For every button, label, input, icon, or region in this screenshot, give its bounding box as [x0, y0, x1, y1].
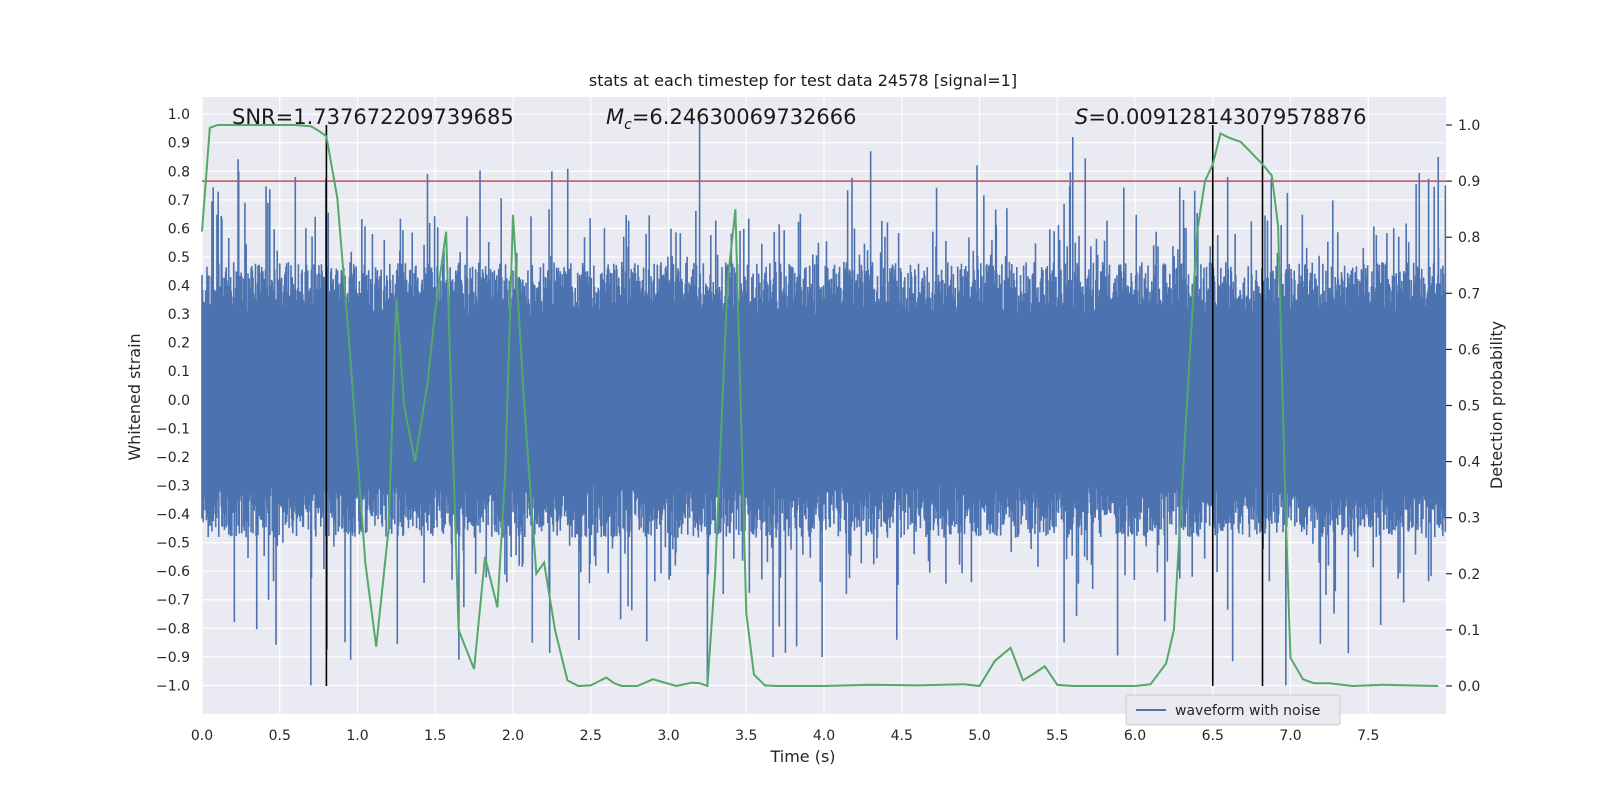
x-tick-label: 6.0 [1124, 728, 1146, 744]
x-tick-label: 3.5 [735, 728, 757, 744]
y-left-tick-label: −0.6 [156, 564, 190, 580]
s-annotation: S=0.009128143079578876 [1075, 105, 1366, 129]
y-left-tick-label: −0.1 [156, 421, 190, 437]
mc-symbol: M [606, 105, 624, 129]
legend: waveform with noise [1126, 695, 1340, 725]
y-right-axis-ticks: 1.0 0.9 0.8 0.7 0.6 0.5 0.4 0.3 0.2 0.1 0.0 [1446, 118, 1480, 695]
s-value: =0.009128143079578876 [1088, 105, 1366, 129]
x-tick-label: 6.5 [1202, 728, 1224, 744]
y-left-tick-label: 0.9 [168, 136, 190, 152]
y-left-tick-label: 0.3 [168, 307, 190, 323]
y-left-tick-label: 0.4 [168, 279, 190, 295]
x-tick-label: 1.0 [346, 728, 368, 744]
y-right-tick-label: 0.3 [1458, 511, 1480, 527]
y-left-tick-label: −0.3 [156, 478, 190, 494]
y-left-tick-label: 0.1 [168, 364, 190, 380]
y-right-tick-label: 0.2 [1458, 567, 1480, 583]
x-tick-label: 3.0 [657, 728, 679, 744]
legend-label: waveform with noise [1175, 703, 1320, 719]
y-left-tick-label: −0.7 [156, 593, 190, 609]
x-axis-title: Time (s) [769, 747, 835, 766]
y-right-tick-label: 0.1 [1458, 623, 1480, 639]
x-tick-label: 7.0 [1279, 728, 1301, 744]
chart-title: stats at each timestep for test data 245… [589, 71, 1017, 90]
y-left-tick-label: 0.2 [168, 336, 190, 352]
y-left-axis-ticks: 1.0 0.9 0.8 0.7 0.6 0.5 0.4 0.3 0.2 0.1 0.0 −0.1 −0.… [156, 107, 190, 694]
y-right-tick-label: 0.8 [1458, 230, 1480, 246]
y-left-tick-label: 0.0 [168, 393, 190, 409]
y-left-axis-title: Whitened strain [125, 333, 144, 460]
x-tick-label: 4.5 [891, 728, 913, 744]
x-tick-label: 7.5 [1357, 728, 1379, 744]
y-left-tick-label: −0.4 [156, 507, 190, 523]
x-tick-label: 2.5 [580, 728, 602, 744]
x-tick-label: 2.0 [502, 728, 524, 744]
snr-annotation: SNR=1.737672209739685 [232, 105, 514, 129]
y-right-tick-label: 0.5 [1458, 399, 1480, 415]
y-right-axis-title: Detection probability [1487, 321, 1506, 489]
y-right-tick-label: 0.9 [1458, 174, 1480, 190]
chart: 0.0 0.5 1.0 1.5 2.0 2.5 3.0 3.5 4.0 4.5 5.0 5.5 6.0 6… [0, 0, 1600, 800]
y-right-tick-label: 0.6 [1458, 342, 1480, 358]
x-tick-label: 4.0 [813, 728, 835, 744]
x-axis-ticks: 0.0 0.5 1.0 1.5 2.0 2.5 3.0 3.5 4.0 4.5 5.0 5.5 6.0 6… [191, 728, 1380, 744]
x-tick-label: 0.5 [269, 728, 291, 744]
x-tick-label: 1.5 [424, 728, 446, 744]
x-tick-label: 5.0 [968, 728, 990, 744]
y-right-tick-label: 1.0 [1458, 118, 1480, 134]
x-tick-label: 0.0 [191, 728, 213, 744]
y-left-tick-label: −1.0 [156, 678, 190, 694]
mc-value: =6.24630069732666 [632, 105, 857, 129]
y-left-tick-label: 0.5 [168, 250, 190, 266]
y-left-tick-label: −0.5 [156, 536, 190, 552]
y-left-tick-label: −0.2 [156, 450, 190, 466]
y-right-tick-label: 0.7 [1458, 286, 1480, 302]
y-left-tick-label: 0.6 [168, 221, 190, 237]
s-symbol: S [1075, 105, 1088, 129]
y-left-tick-label: 1.0 [168, 107, 190, 123]
y-right-tick-label: 0.4 [1458, 455, 1480, 471]
y-left-tick-label: 0.7 [168, 193, 190, 209]
y-left-tick-label: −0.9 [156, 650, 190, 666]
mc-annotation: Mc=6.24630069732666 [606, 105, 857, 133]
y-left-tick-label: −0.8 [156, 621, 190, 637]
x-tick-label: 5.5 [1046, 728, 1068, 744]
y-right-tick-label: 0.0 [1458, 679, 1480, 695]
y-left-tick-label: 0.8 [168, 164, 190, 180]
